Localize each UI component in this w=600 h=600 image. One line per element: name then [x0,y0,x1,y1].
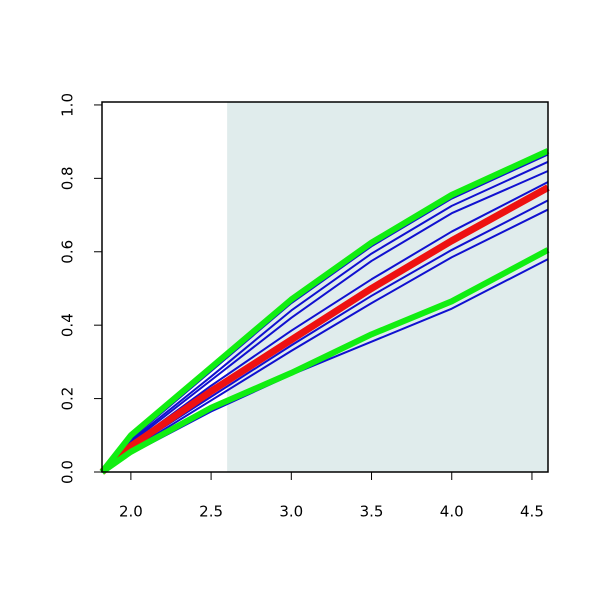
y-tick-label: 0.2 [59,387,77,411]
series-line [99,148,550,474]
y-tick-label: 0.0 [59,460,77,484]
x-tick-label: 4.0 [440,503,464,521]
x-tick-label: 3.0 [279,503,303,521]
x-tick-label: 2.0 [119,503,143,521]
series-line [100,247,550,475]
series-line [99,184,550,475]
y-tick-label: 0.6 [59,240,77,264]
plot-border [101,101,549,473]
x-tick-label: 3.5 [360,503,384,521]
y-tick-label: 0.8 [59,166,77,190]
y-tick-label: 1.0 [59,93,77,117]
series-line [101,160,549,473]
y-tick-label: 0.4 [59,313,77,337]
x-tick-label: 2.5 [199,503,223,521]
x-tick-label: 4.5 [520,503,544,521]
